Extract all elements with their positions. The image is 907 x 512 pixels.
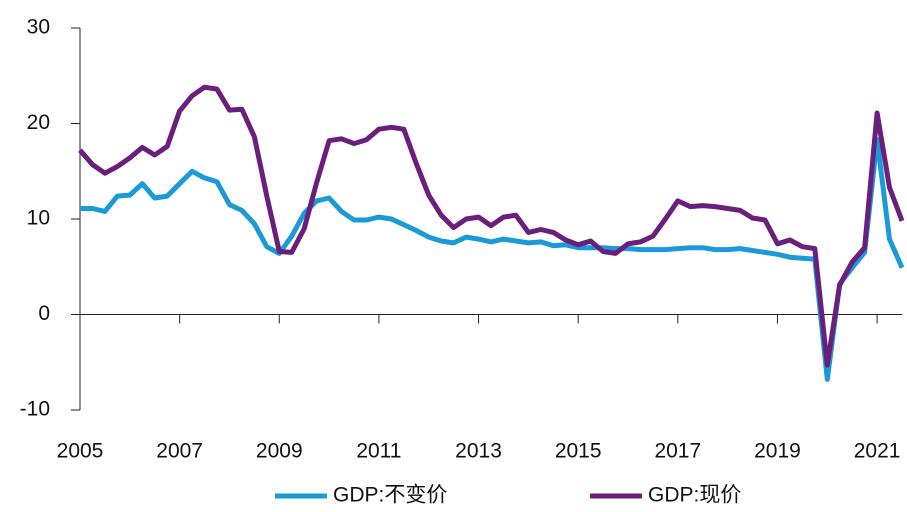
x-tick-label: 2007	[156, 440, 203, 463]
x-tick-label: 2013	[455, 440, 502, 463]
legend-label: GDP:不变价	[333, 484, 447, 507]
y-tick-label: 10	[27, 207, 50, 230]
x-tick-label: 2019	[754, 440, 801, 463]
y-tick-label: 0	[38, 302, 50, 325]
y-tick-label: 20	[27, 111, 50, 134]
x-tick-label: 2009	[256, 440, 303, 463]
x-tick-label: 2021	[854, 440, 901, 463]
y-tick-label: -10	[20, 398, 50, 421]
y-tick-label: 30	[27, 16, 50, 39]
legend-label: GDP:现价	[648, 484, 741, 507]
x-tick-label: 2017	[654, 440, 701, 463]
x-tick-label: 2015	[555, 440, 602, 463]
series-line	[78, 84, 905, 368]
x-tick-label: 2005	[57, 440, 104, 463]
x-tick-label: 2011	[356, 440, 401, 463]
series-line	[80, 137, 905, 382]
